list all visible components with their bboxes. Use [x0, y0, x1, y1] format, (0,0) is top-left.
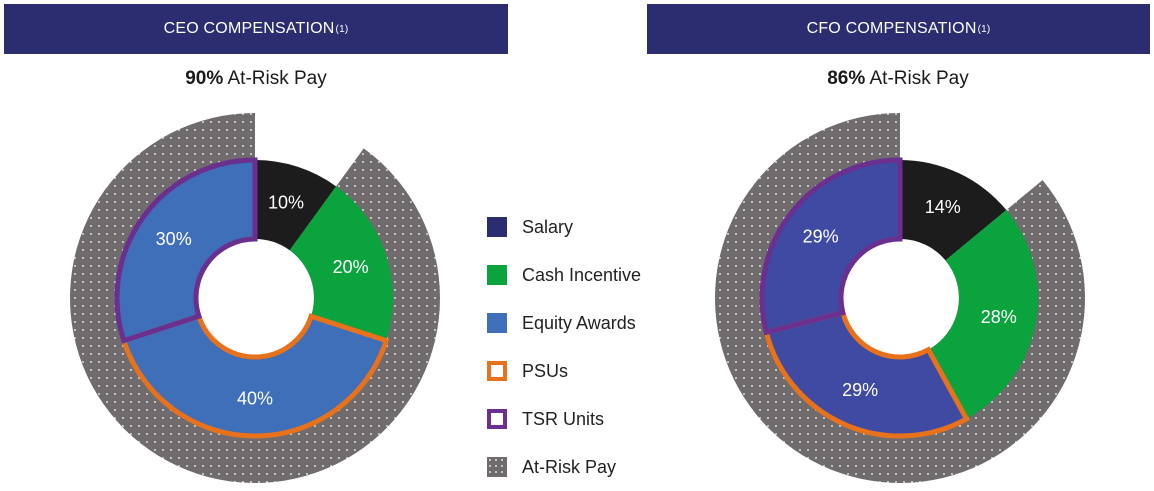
ceo-slice-cash-incentive [289, 186, 393, 341]
cfo-slice-salary [900, 160, 1007, 261]
ceo-label-cash-incentive: 20% [333, 257, 369, 277]
ceo-slice-salary [255, 160, 337, 251]
ceo-at-risk-subtitle: 90% At-Risk Pay [106, 68, 406, 90]
legend-label-at-risk-pay: At-Risk Pay [522, 456, 617, 477]
ceo-slice-psus [123, 316, 387, 436]
chart-legend: Salary Cash Incentive Equity Awards PSUs… [487, 203, 641, 491]
cfo-label-cash-incentive: 28% [981, 307, 1017, 327]
tsr-units-swatch-icon [487, 409, 507, 429]
cfo-header-text: CFO COMPENSATION [806, 20, 977, 37]
ceo-outline-psus [120, 313, 390, 439]
cfo-outline-psus [763, 309, 970, 439]
legend-item-at-risk-pay: At-Risk Pay [487, 443, 641, 491]
ceo-label-tsr-units: 30% [156, 229, 192, 249]
ceo-outline-tsr-units [114, 157, 258, 344]
legend-label-cash-incentive: Cash Incentive [522, 264, 642, 285]
ceo-slice-tsr-units [117, 160, 255, 341]
at-risk-pay-swatch-icon [487, 457, 507, 477]
salary-swatch-icon [487, 217, 507, 237]
ceo-label-psus: 40% [237, 389, 273, 409]
cfo-label-tsr-units: 29% [803, 226, 839, 246]
cfo-compensation-donut-chart: 14% 28% 29% 29% [715, 113, 1085, 484]
legend-item-tsr-units: TSR Units [487, 395, 641, 443]
cfo-label-psus: 29% [842, 380, 878, 400]
ceo-header-text: CEO COMPENSATION [163, 20, 335, 37]
legend-label-salary: Salary [522, 216, 574, 237]
legend-item-cash-incentive: Cash Incentive [487, 251, 641, 299]
ceo-label-salary: 10% [268, 192, 304, 212]
legend-label-psus: PSUs [522, 360, 569, 381]
legend-item-salary: Salary [487, 203, 641, 251]
cfo-outline-tsr-units [759, 157, 903, 336]
legend-label-equity-awards: Equity Awards [522, 312, 636, 333]
cfo-label-salary: 14% [925, 197, 961, 217]
ceo-at-risk-text: At-Risk Pay [223, 68, 327, 89]
ceo-header-footnote: (1) [335, 23, 349, 35]
cfo-at-risk-text: At-Risk Pay [865, 68, 969, 89]
cfo-compensation-header: CFO COMPENSATION (1) [647, 4, 1150, 54]
ceo-compensation-header: CEO COMPENSATION (1) [4, 4, 508, 54]
ceo-at-risk-percent: 90% [185, 68, 224, 89]
cash-incentive-swatch-icon [487, 265, 507, 285]
cfo-slice-cash-incentive [928, 210, 1038, 419]
legend-item-equity-awards: Equity Awards [487, 299, 641, 347]
legend-label-tsr-units: TSR Units [522, 408, 605, 429]
cfo-at-risk-percent: 86% [827, 68, 866, 89]
cfo-at-risk-subtitle: 86% At-Risk Pay [748, 68, 1048, 90]
ceo-compensation-donut-chart: 10% 20% 40% 30% [70, 113, 441, 484]
legend-item-psus: PSUs [487, 347, 641, 395]
cfo-slice-tsr-units [762, 160, 900, 333]
psus-swatch-icon [487, 361, 507, 381]
cfo-header-footnote: (1) [977, 23, 991, 35]
equity-awards-swatch-icon [487, 313, 507, 333]
